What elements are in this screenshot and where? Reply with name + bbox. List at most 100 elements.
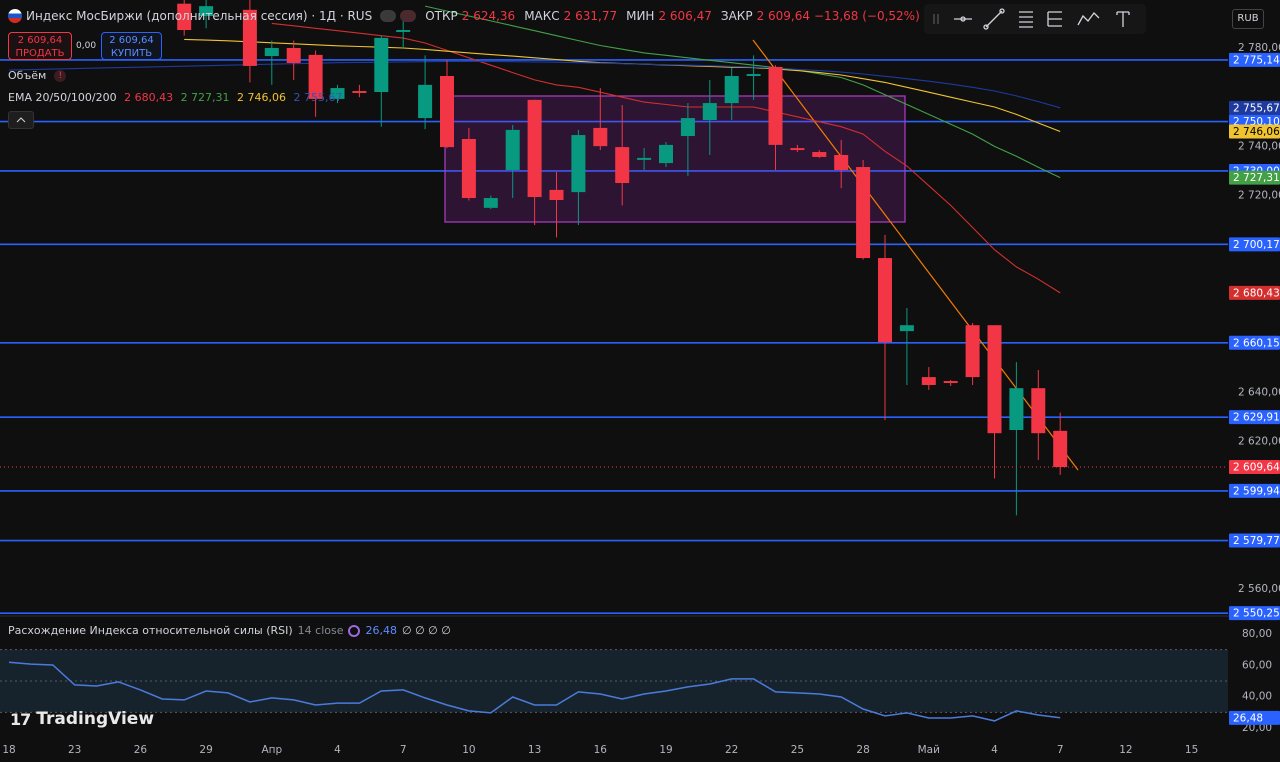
y-tick-label: 80,00	[1242, 628, 1272, 640]
x-tick-label: 18	[2, 744, 15, 756]
x-tick-label: 23	[68, 744, 81, 756]
candle-body	[308, 54, 323, 99]
rsi-title: Расхождение Индекса относительной силы (…	[8, 624, 293, 637]
x-tick-label: 13	[528, 744, 541, 756]
toggle[interactable]	[400, 10, 417, 22]
price-label: 2 660,15	[1233, 337, 1280, 349]
price-label-box	[1229, 410, 1280, 425]
rsi-pane	[0, 649, 1228, 722]
ohlc-label: ОТКР	[425, 9, 458, 23]
candle-body	[374, 37, 389, 93]
tool-fib[interactable]	[1019, 11, 1033, 28]
toggle[interactable]	[380, 10, 397, 22]
chevron	[16, 117, 26, 123]
y-tick-label: 2 720,00	[1238, 190, 1280, 202]
y-tick-label: 40,00	[1242, 691, 1272, 703]
volume-legend: Объём!	[8, 69, 67, 82]
candle-body	[834, 154, 849, 170]
x-tick-label: 7	[1057, 744, 1064, 756]
tool-horizontal-line[interactable]	[954, 16, 972, 22]
rsi-value: 26,48	[365, 624, 397, 637]
candle-body	[965, 325, 980, 378]
change: −13,68 (−0,52%)	[814, 9, 920, 23]
currency[interactable]: RUB	[1232, 9, 1264, 29]
candle-body	[461, 138, 476, 199]
price-label: 2 746,06	[1233, 126, 1280, 138]
price-label: 2 727,31	[1233, 172, 1280, 184]
price-label: 2 700,17	[1233, 239, 1280, 251]
price-label: 2 579,77	[1233, 535, 1280, 547]
buy-button[interactable]: 2 609,64 КУПИТЬ	[101, 32, 162, 60]
x-tick-label: 29	[199, 744, 212, 756]
x-tick-label: Апр	[261, 744, 282, 756]
tool-pitchfork[interactable]	[1047, 11, 1062, 27]
collapse-button[interactable]	[8, 111, 34, 129]
candle-body	[987, 325, 1002, 434]
line	[424, 5, 1061, 179]
rsi-params: 14 close	[297, 624, 344, 637]
ema-legend: EMA 20/50/100/200 2 680,43 2 727,31 2 74…	[8, 91, 343, 104]
logo[interactable]: 17 TradingView	[10, 709, 155, 729]
price-label-box	[1229, 710, 1280, 725]
x-tick-label: Май	[918, 744, 940, 756]
ema-label: EMA 20/50/100/200	[8, 91, 117, 104]
axes: 2 780,00 2 740,00 2 720,00 2 640,00 2 620,00…	[2, 42, 1280, 756]
candle-body	[746, 74, 761, 77]
x-tick-label: 22	[725, 744, 738, 756]
candle-body	[768, 66, 783, 145]
x-tick-label: 28	[856, 744, 869, 756]
candle-body	[286, 47, 301, 63]
x-tick-label: 4	[334, 744, 341, 756]
price-label-box	[1229, 170, 1280, 185]
x-tick-label: 12	[1119, 744, 1132, 756]
y-tick-label: 2 560,00	[1238, 583, 1280, 595]
x-tick-label: 26	[134, 744, 148, 756]
candle-body	[921, 377, 936, 385]
candle-body	[352, 91, 367, 93]
ema-value: 2 680,43	[124, 91, 174, 104]
ema-value: 2 746,06	[237, 91, 287, 104]
candle-body	[659, 144, 673, 164]
x-tick-label: 16	[594, 744, 608, 756]
candle-body	[1031, 388, 1046, 434]
candle-body	[242, 9, 257, 66]
candle-body	[724, 76, 739, 104]
price-label-box	[1229, 533, 1280, 548]
x-tick-label: 25	[791, 744, 804, 756]
sell-price: 2 609,64	[17, 35, 63, 46]
warning-icon[interactable]: !	[54, 69, 67, 82]
x-tick-label: 10	[462, 744, 475, 756]
price-label: 2 680,43	[1233, 287, 1280, 299]
tool-pattern[interactable]	[1077, 12, 1100, 26]
x-tick-label: 19	[659, 744, 672, 756]
ohlc-label: ЗАКР	[720, 9, 753, 23]
grip[interactable]	[933, 14, 939, 24]
tool-trend-line[interactable]	[983, 8, 1005, 30]
rectangle-drawing	[444, 95, 906, 223]
price-label-box	[1229, 460, 1280, 475]
price-label: 2 629,91	[1233, 412, 1280, 424]
drawings	[444, 39, 1079, 471]
price-label-box	[1229, 483, 1280, 498]
tool-text[interactable]	[1116, 11, 1130, 27]
candle-body	[418, 84, 433, 119]
candle-body	[330, 88, 345, 99]
candle-body	[199, 6, 214, 16]
price-label: 2 609,64	[1233, 462, 1280, 474]
candle-body	[505, 129, 520, 170]
candle-body	[264, 47, 279, 57]
line	[8, 60, 1061, 109]
price-label: 2 550,25	[1233, 608, 1280, 620]
rsi-band	[0, 649, 1228, 713]
candle-body	[440, 76, 454, 148]
y-tick-label: 60,00	[1242, 659, 1272, 671]
rsi-icon[interactable]	[348, 624, 361, 637]
candle-body	[1009, 388, 1024, 430]
ohlc-label: МИН	[626, 9, 655, 23]
sell-button[interactable]: 2 609,64 ПРОДАТЬ	[8, 32, 72, 60]
x-tick-label: 4	[991, 744, 998, 756]
candle-body	[593, 127, 608, 147]
candle-body	[527, 99, 542, 198]
